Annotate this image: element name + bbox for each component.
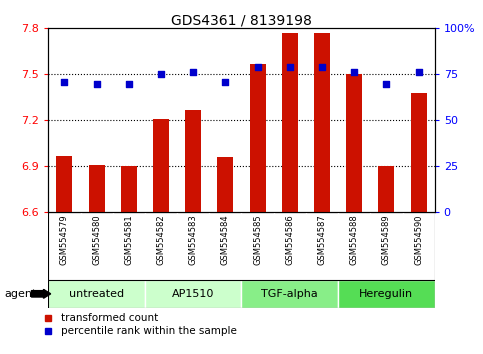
Bar bbox=[250, 64, 266, 212]
Text: agent: agent bbox=[5, 289, 37, 299]
Legend: transformed count, percentile rank within the sample: transformed count, percentile rank withi… bbox=[44, 313, 236, 336]
Text: AP1510: AP1510 bbox=[172, 289, 214, 299]
Point bbox=[189, 70, 197, 75]
Bar bbox=[282, 33, 298, 212]
Bar bbox=[242, 280, 338, 308]
Bar bbox=[153, 119, 169, 212]
Bar bbox=[145, 280, 242, 308]
Text: GSM554580: GSM554580 bbox=[92, 215, 101, 265]
Point bbox=[383, 81, 390, 86]
Text: GSM554584: GSM554584 bbox=[221, 215, 230, 265]
Text: GSM554586: GSM554586 bbox=[285, 215, 294, 265]
Bar bbox=[88, 165, 105, 212]
Text: GSM554587: GSM554587 bbox=[317, 215, 327, 265]
Text: Heregulin: Heregulin bbox=[359, 289, 413, 299]
Text: GSM554583: GSM554583 bbox=[189, 215, 198, 265]
Bar bbox=[48, 280, 145, 308]
Point bbox=[222, 79, 229, 85]
Text: GSM554589: GSM554589 bbox=[382, 215, 391, 265]
Text: GSM554582: GSM554582 bbox=[156, 215, 166, 265]
Text: TGF-alpha: TGF-alpha bbox=[261, 289, 318, 299]
Bar bbox=[121, 166, 137, 212]
Text: GSM554590: GSM554590 bbox=[414, 215, 423, 265]
Bar bbox=[314, 33, 330, 212]
Point bbox=[286, 64, 294, 70]
Point bbox=[125, 81, 133, 86]
Bar bbox=[346, 74, 362, 212]
Point bbox=[93, 81, 100, 86]
Text: GSM554585: GSM554585 bbox=[253, 215, 262, 265]
Bar bbox=[185, 110, 201, 212]
Point bbox=[318, 64, 326, 70]
Point bbox=[157, 72, 165, 77]
Text: GSM554581: GSM554581 bbox=[124, 215, 133, 265]
Point bbox=[350, 70, 358, 75]
Bar bbox=[411, 93, 426, 212]
Point bbox=[60, 79, 68, 85]
Point bbox=[254, 64, 261, 70]
Bar bbox=[57, 156, 72, 212]
Bar bbox=[378, 166, 395, 212]
Text: GSM554579: GSM554579 bbox=[60, 215, 69, 265]
Title: GDS4361 / 8139198: GDS4361 / 8139198 bbox=[171, 13, 312, 27]
Text: untreated: untreated bbox=[69, 289, 124, 299]
Text: GSM554588: GSM554588 bbox=[350, 215, 359, 265]
Bar bbox=[217, 157, 233, 212]
Bar bbox=[338, 280, 435, 308]
Point bbox=[415, 70, 423, 75]
